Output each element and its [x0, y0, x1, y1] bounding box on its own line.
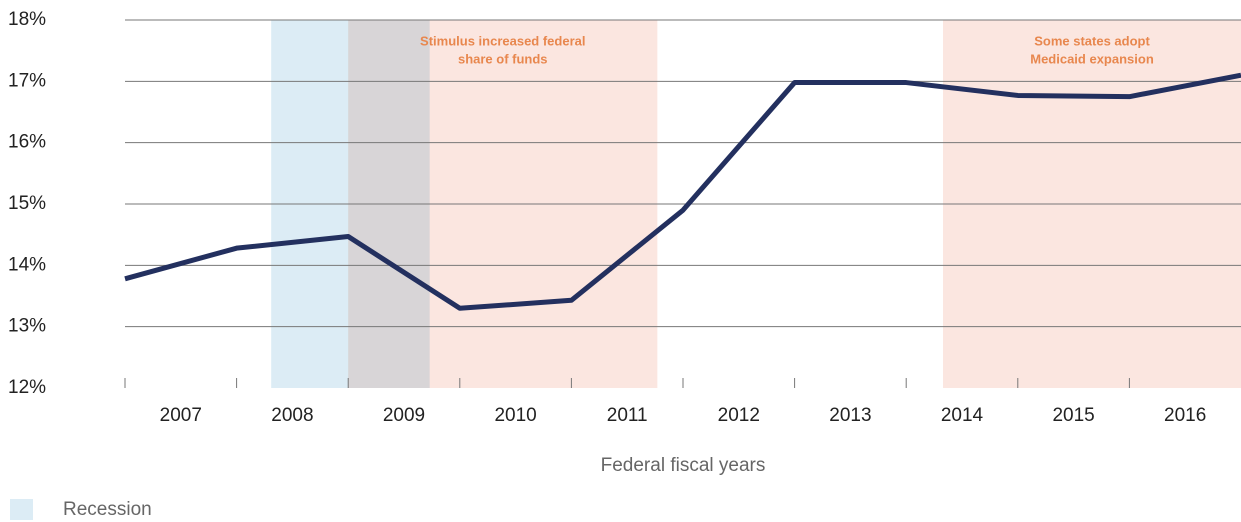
y-tick-label: 13%	[8, 316, 46, 337]
annotation: share of funds	[458, 51, 548, 66]
x-tick-label: 2008	[271, 405, 313, 426]
y-tick-label: 16%	[8, 132, 46, 153]
y-tick-label: 18%	[8, 9, 46, 30]
x-tick-label: 2007	[160, 405, 202, 426]
y-tick-label: 15%	[8, 193, 46, 214]
x-tick-label: 2014	[941, 405, 984, 426]
x-tick-label: 2010	[494, 405, 536, 426]
y-tick-label: 14%	[8, 254, 46, 275]
legend-swatch	[10, 499, 33, 520]
x-tick-label: 2015	[1052, 405, 1094, 426]
x-tick-label: 2012	[718, 405, 760, 426]
x-tick-label: 2013	[829, 405, 871, 426]
y-tick-label: 12%	[8, 377, 46, 398]
x-tick-label: 2009	[383, 405, 425, 426]
x-tick-label: 2011	[607, 405, 648, 426]
legend-label: Recession	[63, 499, 152, 520]
annotation: Medicaid expansion	[1030, 51, 1154, 66]
y-tick-label: 17%	[8, 70, 46, 91]
annotation: Stimulus increased federal	[420, 33, 585, 48]
x-axis-label: Federal fiscal years	[601, 455, 766, 476]
annotation: Some states adopt	[1034, 33, 1150, 48]
x-tick-label: 2016	[1164, 405, 1206, 426]
line	[124, 72, 1241, 311]
